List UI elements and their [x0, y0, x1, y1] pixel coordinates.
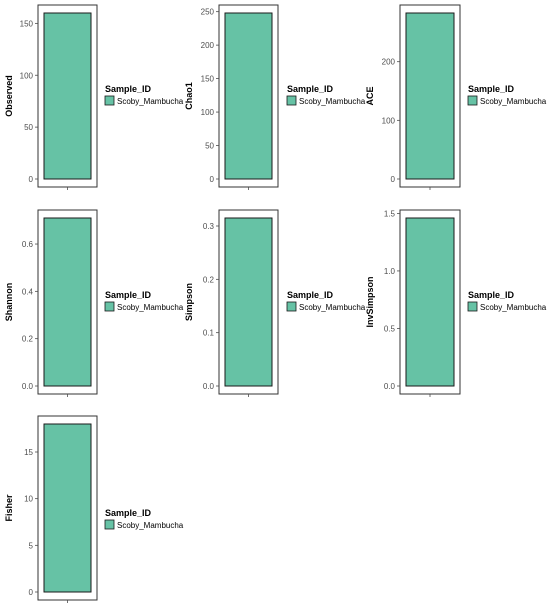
y-tick-label: 10 — [24, 495, 33, 504]
y-axis-label: Simpson — [184, 283, 194, 321]
y-axis-label: ACE — [365, 86, 375, 105]
chart-shannon: 0.0 0.2 0.4 0.6 Shannon Sample_ID Scoby_Mambuc… — [4, 209, 184, 397]
chart-invsimpson: 0.0 0.5 1.0 1.5 InvSimpson Sample_ID Scoby_Mam… — [365, 209, 547, 397]
legend-title: Sample_ID — [105, 508, 152, 518]
y-tick-label: 100 — [201, 108, 215, 117]
y-tick-label: 50 — [205, 142, 214, 151]
y-tick-label: 5 — [29, 541, 34, 550]
y-tick-label: 200 — [201, 41, 215, 50]
y-axis-label: InvSimpson — [365, 276, 375, 327]
y-axis-label: Observed — [4, 75, 14, 117]
legend-swatch — [286, 95, 297, 106]
legend-entry: Scoby_Mambucha — [117, 97, 184, 106]
legend-title: Sample_ID — [287, 290, 334, 300]
y-tick-label: 150 — [20, 19, 34, 28]
bar — [43, 217, 92, 387]
chart-simpson: 0.0 0.1 0.2 0.3 Simpson Sample_ID Scoby_Mambuc… — [184, 209, 366, 397]
legend-swatch — [104, 301, 115, 312]
y-tick-label: 0.2 — [22, 335, 34, 344]
chart-observed: 0 50 100 150 Observed Sample_ID Scoby_Mambucha — [4, 4, 184, 190]
y-axis-label: Fisher — [4, 494, 14, 522]
y-tick-label: 1.0 — [384, 267, 396, 276]
legend-swatch — [467, 301, 478, 312]
y-tick-label: 0.0 — [22, 382, 34, 391]
bar — [43, 12, 92, 180]
legend-title: Sample_ID — [105, 290, 152, 300]
legend-swatch — [104, 519, 115, 530]
y-tick-label: 15 — [24, 448, 33, 457]
y-tick-label: 150 — [201, 75, 215, 84]
chart-ace: 0 100 200 ACE Sample_ID Scoby_Mambucha — [365, 4, 547, 190]
legend-entry: Scoby_Mambucha — [480, 303, 547, 312]
legend-swatch — [104, 95, 115, 106]
bar — [224, 12, 273, 180]
y-tick-label: 0.0 — [384, 382, 396, 391]
bar — [43, 423, 92, 593]
y-tick-label: 0.5 — [384, 324, 396, 333]
y-tick-label: 100 — [382, 116, 396, 125]
chart-fisher: 0 5 10 15 Fisher Sample_ID Scoby_Mambucha — [4, 415, 184, 603]
legend-entry: Scoby_Mambucha — [480, 97, 547, 106]
y-tick-label: 0.3 — [203, 222, 215, 231]
y-tick-label: 0 — [29, 175, 34, 184]
y-axis-label: Chao1 — [184, 82, 194, 110]
y-tick-label: 0.2 — [203, 275, 215, 284]
legend-entry: Scoby_Mambucha — [117, 303, 184, 312]
y-tick-label: 0 — [391, 175, 396, 184]
legend-entry: Scoby_Mambucha — [299, 97, 366, 106]
y-tick-label: 0 — [210, 175, 215, 184]
y-tick-label: 0.1 — [203, 329, 215, 338]
legend-title: Sample_ID — [287, 84, 334, 94]
bar — [405, 12, 455, 180]
y-tick-label: 250 — [201, 8, 215, 17]
bar — [224, 217, 273, 387]
y-axis-label: Shannon — [4, 283, 14, 322]
legend-title: Sample_ID — [468, 84, 515, 94]
legend-title: Sample_ID — [105, 84, 152, 94]
y-tick-label: 0 — [29, 588, 34, 597]
y-tick-label: 1.5 — [384, 209, 396, 218]
y-tick-label: 0.6 — [22, 240, 34, 249]
legend-entry: Scoby_Mambucha — [117, 521, 184, 530]
legend-swatch — [467, 95, 478, 106]
legend-entry: Scoby_Mambucha — [299, 303, 366, 312]
y-tick-label: 100 — [20, 71, 34, 80]
y-tick-label: 50 — [24, 123, 33, 132]
y-tick-label: 200 — [382, 58, 396, 67]
y-tick-label: 0.4 — [22, 287, 34, 296]
bar — [405, 217, 455, 387]
legend-title: Sample_ID — [468, 290, 515, 300]
y-tick-label: 0.0 — [203, 382, 215, 391]
chart-chao1: 0 50 100 150 200 250 Chao1 Sample_ID Scoby_Mambu… — [184, 4, 366, 190]
legend-swatch — [286, 301, 297, 312]
